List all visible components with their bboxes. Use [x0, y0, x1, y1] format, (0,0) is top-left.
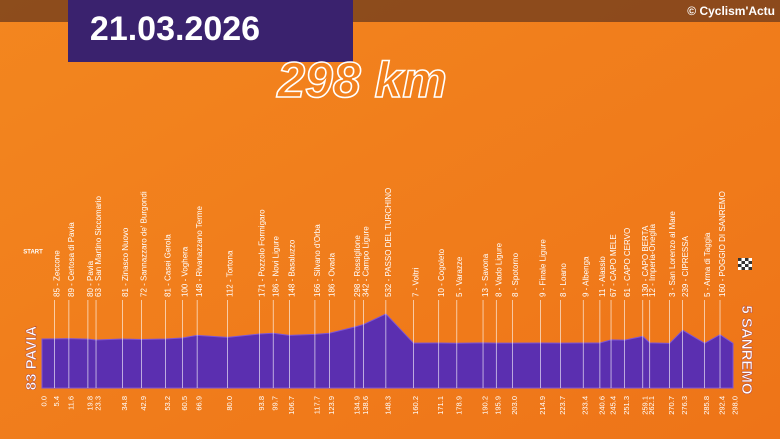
- waypoint-label: 85 - Zeccone: [53, 250, 62, 297]
- km-label: 23.3: [94, 396, 103, 411]
- km-label: 223.7: [558, 396, 567, 415]
- waypoint-label: 112 - Tortona: [226, 250, 235, 297]
- waypoint-label: 148 - Rivanazzano Terme: [195, 205, 204, 297]
- km-label: 171.1: [436, 396, 445, 415]
- waypoint-label: 67 - CAPO MELE: [609, 234, 618, 297]
- date-box: [68, 0, 353, 62]
- km-label: 276.3: [680, 396, 689, 415]
- km-label: 42.9: [139, 396, 148, 411]
- km-label: 99.7: [271, 396, 280, 411]
- km-label: 270.7: [667, 396, 676, 415]
- waypoint-label: 63 - San Martino Siccomario: [94, 196, 103, 297]
- waypoint-label: 9 - Albenga: [581, 256, 590, 297]
- km-label: 106.7: [287, 396, 296, 415]
- km-label: 93.8: [257, 396, 266, 411]
- date: 21.03.2026: [90, 10, 260, 48]
- waypoint-label: 171 - Pozzolo Formigaro: [258, 209, 267, 297]
- waypoint-label: 186 - Novi Ligure: [271, 236, 280, 297]
- waypoint-label: 342 - Campo Ligure: [361, 226, 370, 297]
- km-label: 19.8: [85, 396, 94, 411]
- km-label: 233.4: [581, 396, 590, 415]
- waypoint-label: 72 - Sannazzaro de' Burgondi: [140, 191, 149, 297]
- km-label: 60.5: [180, 396, 189, 411]
- km-label: 190.2: [481, 396, 490, 415]
- waypoint-label: 61 - CAPO CERVO: [623, 228, 632, 297]
- copyright: © Cyclism'Actu: [687, 4, 775, 18]
- start-label: 83 PAVIA: [23, 326, 40, 391]
- waypoint-label: 81 - Casei Gerola: [163, 234, 172, 297]
- km-label: 160.2: [411, 396, 420, 415]
- km-label: 214.9: [538, 396, 547, 415]
- km-label: 251.3: [622, 396, 631, 415]
- km-label: 138.6: [361, 396, 370, 415]
- waypoint-label: 3 - San Lorenzo al Mare: [668, 211, 677, 297]
- waypoint-label: 8 - Loano: [559, 263, 568, 297]
- waypoint-label: 186 - Ovada: [327, 252, 336, 297]
- km-label: 203.0: [510, 396, 519, 415]
- km-label: 240.6: [597, 396, 606, 415]
- waypoint-label: 298 - Rossiglione: [353, 235, 362, 297]
- km-label: 178.9: [454, 396, 463, 415]
- waypoint-label: 9 - Finale Ligure: [538, 239, 547, 297]
- chart-title: 298 km: [276, 52, 447, 108]
- waypoint-label: 532 - PASSO DEL TURCHINO: [384, 188, 393, 297]
- waypoint-label: 8 - Vado Ligure: [494, 242, 503, 297]
- km-label: 0.0: [39, 396, 48, 406]
- km-label: 134.9: [352, 396, 361, 415]
- km-label: 292.4: [717, 396, 726, 415]
- km-label: 262.1: [647, 396, 656, 415]
- waypoint-label: 89 - Certosa di Pavia: [67, 222, 76, 297]
- waypoint-label: 148 - Basaluzzo: [288, 239, 297, 297]
- km-label: 298.0: [730, 396, 739, 415]
- waypoint-label: 80 - Pavia: [86, 260, 95, 297]
- waypoint-label: 160 - POGGIO DI SANREMO: [718, 191, 727, 297]
- km-label: 80.0: [225, 396, 234, 411]
- waypoint-label: 13 - Savona: [481, 253, 490, 297]
- finish-label: 5 SANREMO: [738, 305, 755, 395]
- km-label: 11.6: [66, 396, 75, 410]
- km-label: 123.9: [327, 396, 336, 415]
- start-marker: START: [23, 250, 43, 256]
- km-label: 117.7: [312, 396, 321, 414]
- waypoint-label: 7 - Voltri: [412, 267, 421, 297]
- waypoint-label: 166 - Silvano d'Orba: [313, 224, 322, 297]
- waypoint-label: 130 - CAPO BERTA: [641, 225, 650, 297]
- waypoint-label: 10 - Cogoleto: [437, 248, 446, 297]
- km-label: 259.1: [640, 396, 649, 415]
- km-label: 148.3: [383, 396, 392, 415]
- finish-flag: [738, 258, 752, 270]
- km-label: 53.2: [163, 396, 172, 411]
- waypoint-label: 5 - Varazze: [455, 256, 464, 297]
- waypoint-label: 11 - Alassio: [598, 256, 607, 297]
- waypoint-label: 8 - Spotorno: [511, 252, 520, 297]
- km-label: 195.9: [494, 396, 503, 415]
- km-label: 285.8: [702, 396, 711, 415]
- km-label: 66.9: [195, 396, 204, 411]
- waypoint-label: 5 - Arma di Taggia: [703, 232, 712, 297]
- km-label: 34.8: [120, 396, 129, 411]
- km-label: 5.4: [52, 396, 61, 406]
- waypoint-label: 12 - Imperia-Oneglia: [648, 224, 657, 297]
- waypoint-label: 100 - Voghera: [180, 246, 189, 297]
- waypoint-label: 239 - CIPRESSA: [681, 235, 690, 297]
- waypoint-label: 81 - Zinasco Nuovo: [121, 227, 130, 297]
- km-label: 245.4: [609, 396, 618, 415]
